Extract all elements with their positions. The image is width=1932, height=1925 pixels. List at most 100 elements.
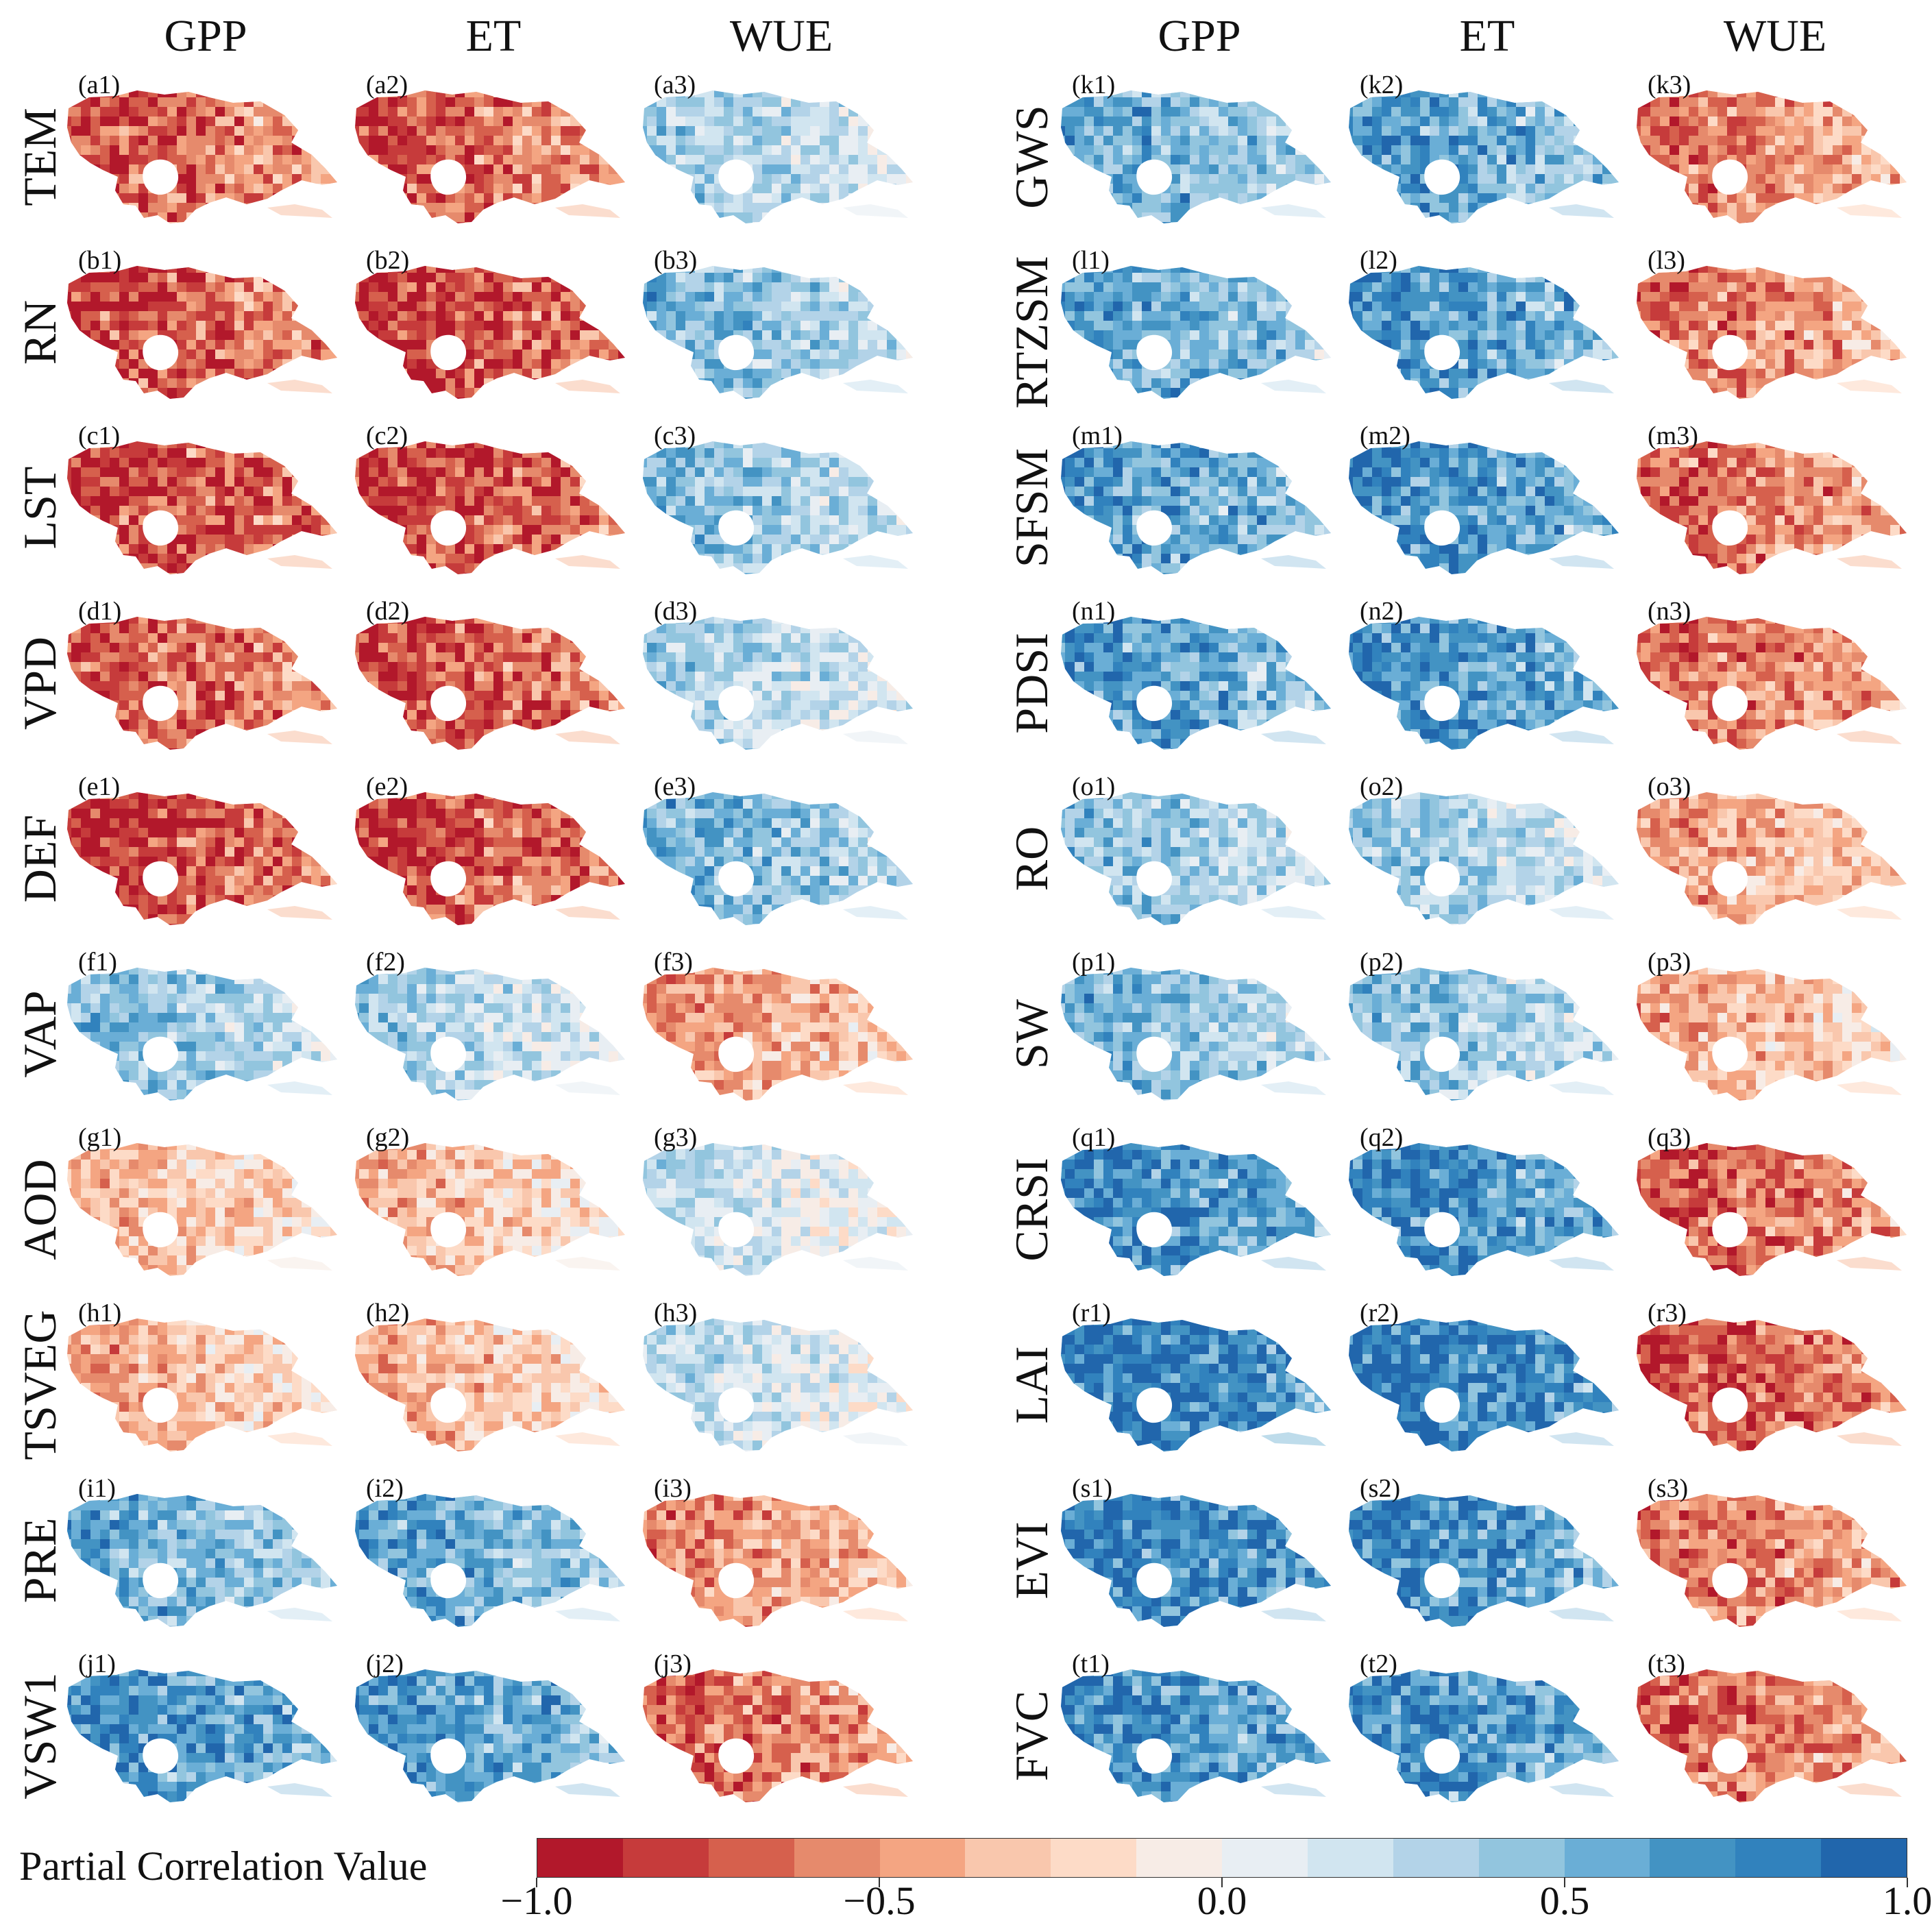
map-pixel bbox=[618, 136, 625, 145]
map-pixel bbox=[618, 388, 625, 397]
map-pixel bbox=[829, 126, 839, 136]
map-pixel bbox=[493, 739, 503, 748]
map-pixel bbox=[906, 222, 913, 223]
map-pixel bbox=[398, 107, 407, 117]
map-pixel bbox=[561, 448, 570, 458]
map-pixel bbox=[244, 340, 254, 350]
map-pixel bbox=[177, 748, 186, 750]
map-pixel bbox=[67, 563, 71, 573]
map-pixel bbox=[570, 350, 580, 359]
map-pixel bbox=[417, 441, 426, 448]
map-pixel bbox=[618, 359, 625, 369]
map-pixel bbox=[129, 544, 138, 554]
map-pixel bbox=[67, 672, 71, 681]
map-pixel bbox=[148, 467, 158, 477]
map-pixel bbox=[609, 266, 618, 273]
map-pixel bbox=[436, 145, 445, 155]
map-pixel bbox=[551, 624, 561, 633]
map-pixel bbox=[119, 535, 129, 544]
map-pixel bbox=[541, 448, 551, 458]
map-pixel bbox=[503, 282, 513, 292]
map-pixel bbox=[733, 321, 743, 330]
map-pixel bbox=[513, 662, 522, 672]
map-pixel bbox=[398, 525, 407, 535]
map-pixel bbox=[148, 388, 158, 397]
map-pixel bbox=[81, 126, 90, 136]
map-pixel bbox=[887, 544, 896, 554]
map-pixel bbox=[407, 477, 417, 487]
map-pixel bbox=[647, 369, 657, 378]
map-pixel bbox=[522, 477, 532, 487]
map-pixel bbox=[455, 624, 465, 633]
map-pixel bbox=[705, 321, 714, 330]
map-pixel bbox=[177, 739, 186, 748]
map-pixel bbox=[599, 458, 609, 467]
map-pixel bbox=[532, 672, 541, 681]
map-pixel bbox=[417, 174, 426, 184]
map-pixel bbox=[906, 350, 913, 359]
row-label-rn: RN bbox=[12, 250, 67, 415]
map-pixel bbox=[503, 184, 513, 193]
map-pixel bbox=[426, 222, 436, 223]
map-pixel bbox=[167, 633, 177, 643]
map-pixel bbox=[589, 487, 599, 496]
map-pixel bbox=[657, 477, 666, 487]
map-pixel bbox=[753, 573, 762, 574]
map-pixel bbox=[388, 155, 398, 164]
map-pixel bbox=[244, 700, 254, 710]
map-pixel bbox=[858, 515, 868, 525]
map-pixel bbox=[417, 145, 426, 155]
map-pixel bbox=[676, 282, 685, 292]
map-pixel bbox=[369, 350, 378, 359]
map-pixel bbox=[302, 90, 311, 97]
map-pixel bbox=[81, 311, 90, 321]
map-pixel bbox=[263, 145, 273, 155]
map-pixel bbox=[724, 477, 733, 487]
map-pixel bbox=[445, 662, 455, 672]
map-pixel bbox=[772, 117, 781, 126]
map-pixel bbox=[599, 535, 609, 544]
map-pixel bbox=[522, 643, 532, 652]
map-pixel bbox=[355, 691, 359, 700]
map-pixel bbox=[762, 359, 772, 369]
map-pixel bbox=[858, 330, 868, 340]
map-pixel bbox=[445, 107, 455, 117]
map-pixel bbox=[532, 193, 541, 203]
map-pixel bbox=[858, 282, 868, 292]
map-pixel bbox=[906, 563, 913, 573]
map-pixel bbox=[503, 554, 513, 563]
map-pixel bbox=[896, 164, 906, 174]
map-pixel bbox=[503, 164, 513, 174]
map-pixel bbox=[378, 350, 388, 359]
map-pixel bbox=[887, 535, 896, 544]
map-pixel bbox=[167, 617, 177, 624]
map-pixel bbox=[532, 617, 541, 624]
map-pixel bbox=[263, 117, 273, 126]
map-pixel bbox=[589, 633, 599, 643]
map-pixel bbox=[532, 441, 541, 448]
map-pixel bbox=[820, 126, 829, 136]
map-pixel bbox=[225, 136, 234, 145]
map-pixel bbox=[244, 748, 254, 750]
map-pixel bbox=[465, 573, 474, 574]
map-pixel bbox=[772, 544, 781, 554]
map-pixel bbox=[215, 652, 225, 662]
map-pixel bbox=[330, 739, 337, 748]
map-pixel bbox=[762, 302, 772, 311]
map-pixel bbox=[484, 563, 493, 573]
map-pixel bbox=[762, 477, 772, 487]
map-pixel bbox=[484, 487, 493, 496]
map-pixel bbox=[455, 652, 465, 662]
map-pixel bbox=[215, 397, 225, 399]
map-pixel bbox=[263, 174, 273, 184]
map-pixel bbox=[71, 107, 81, 117]
map-pixel bbox=[81, 729, 90, 739]
map-pixel bbox=[273, 441, 282, 448]
map-pixel bbox=[628, 145, 637, 155]
map-pixel bbox=[810, 397, 820, 399]
map-pixel bbox=[67, 350, 71, 359]
map-pixel bbox=[820, 369, 829, 378]
map-pixel bbox=[829, 397, 839, 399]
map-pixel bbox=[522, 369, 532, 378]
map-pixel bbox=[378, 496, 388, 506]
